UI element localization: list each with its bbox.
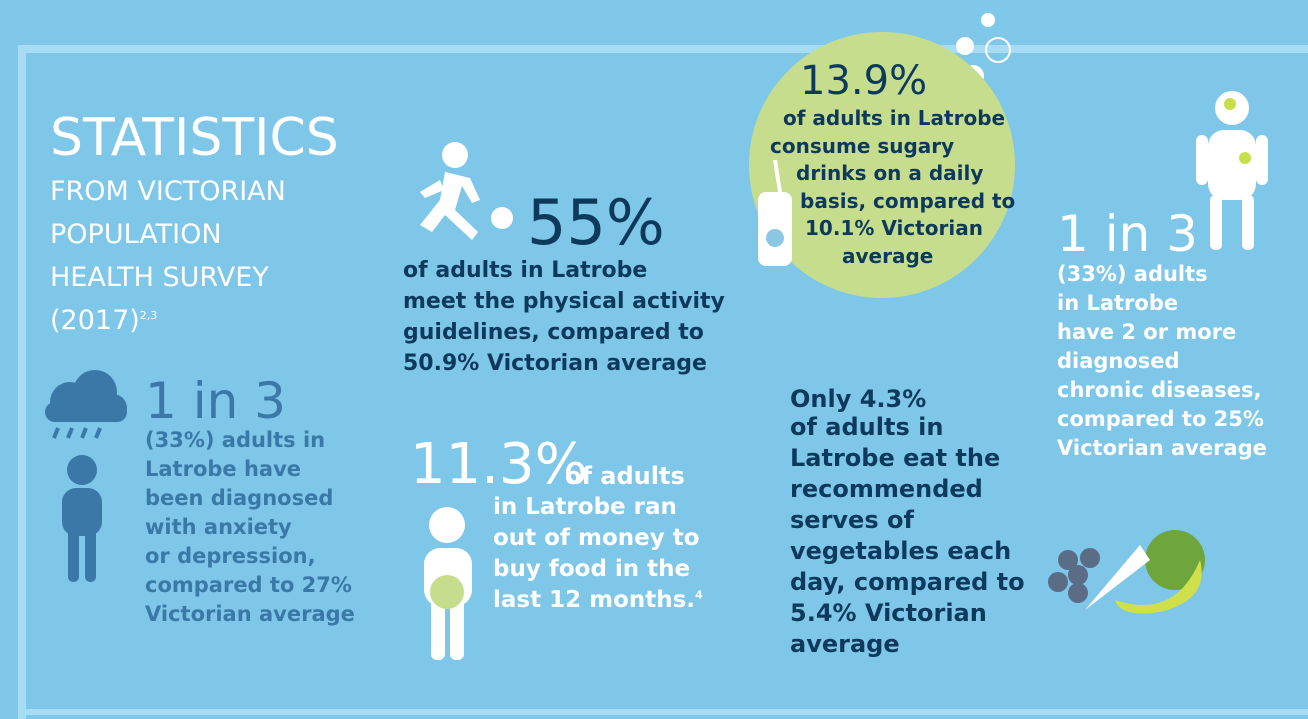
stat-line: of adults in (790, 413, 944, 441)
spot (1224, 98, 1236, 110)
cloud-icon (45, 370, 127, 439)
stat-line: buy food in the (493, 556, 691, 582)
stat-line: chronic diseases, (1057, 378, 1262, 402)
stat-figure: 13.9% (800, 58, 928, 104)
stat-line: Latrobe have (145, 457, 302, 481)
stat-figure: 1 in 3 (145, 372, 286, 430)
stat-line: 10.1% Victorian (805, 216, 983, 240)
stat-line: have 2 or more (1057, 320, 1237, 344)
fruit-icon (1048, 530, 1205, 614)
stat-line: diagnosed (1057, 349, 1180, 373)
stat-line: with anxiety (145, 515, 292, 539)
stat-line: (33%) adults in (145, 428, 326, 452)
stat-line: in Latrobe ran (493, 494, 677, 520)
person-icon (62, 455, 102, 582)
subtitle-line: (2017)2,3 (50, 305, 158, 336)
stat-line: of adults in Latrobe (783, 106, 1006, 130)
stat-line: consume sugary (770, 133, 955, 158)
stat-line: basis, compared to (800, 188, 1016, 213)
title: STATISTICS (50, 108, 339, 168)
cup-dot (766, 229, 784, 247)
stat-line: or depression, (145, 544, 316, 568)
highlight-circle (749, 32, 1015, 298)
stat-line: Victorian average (145, 602, 355, 626)
subtitle-line: FROM VICTORIAN (50, 176, 286, 207)
stat-line: average (842, 243, 934, 268)
stat-line: vegetables each (790, 537, 1012, 565)
stat-line: 5.4% Victorian (790, 599, 987, 627)
stat-line: day, compared to (790, 568, 1025, 596)
body-icon (1196, 91, 1268, 250)
stat-line: been diagnosed (145, 486, 334, 510)
apple (430, 575, 464, 609)
stat-line: out of money to (493, 525, 700, 551)
straw (773, 159, 782, 193)
stat-line: compared to 25% (1057, 407, 1264, 431)
stat-line: last 12 months.4 (493, 587, 703, 613)
bubble (985, 37, 1011, 63)
stat-figure: 11.3% (410, 432, 588, 497)
stat-line: serves of (790, 506, 914, 534)
ref: 2,3 (139, 309, 158, 322)
stat-line: (33%) adults (1057, 262, 1208, 286)
runner-icon (420, 142, 513, 240)
stat-line: average (790, 630, 900, 658)
stat-figure: Only 4.3% (790, 385, 927, 413)
bubble (956, 37, 974, 55)
ref: 4 (695, 588, 703, 602)
stat-line: 50.9% Victorian average (403, 351, 707, 376)
subtitle-line: HEALTH SURVEY (50, 262, 269, 293)
spot (1239, 152, 1251, 164)
stat-line: in Latrobe (1057, 291, 1179, 315)
stat-figure: 1 in 3 (1057, 205, 1198, 263)
stat-line: Victorian average (1057, 436, 1267, 460)
stat-line: guidelines, compared to (403, 320, 704, 345)
stat-line: Latrobe eat the (790, 444, 1001, 472)
stat-line: recommended (790, 475, 983, 503)
bubble (981, 13, 995, 27)
stat-line: meet the physical activity (403, 289, 725, 314)
stat-line: compared to 27% (145, 573, 352, 597)
stat-figure: 55% (527, 186, 665, 259)
stat-line: drinks on a daily (796, 161, 984, 185)
stat-line: of adults in Latrobe (403, 258, 648, 283)
stat-lead: of adults (565, 462, 685, 490)
subtitle-line: POPULATION (50, 219, 222, 250)
